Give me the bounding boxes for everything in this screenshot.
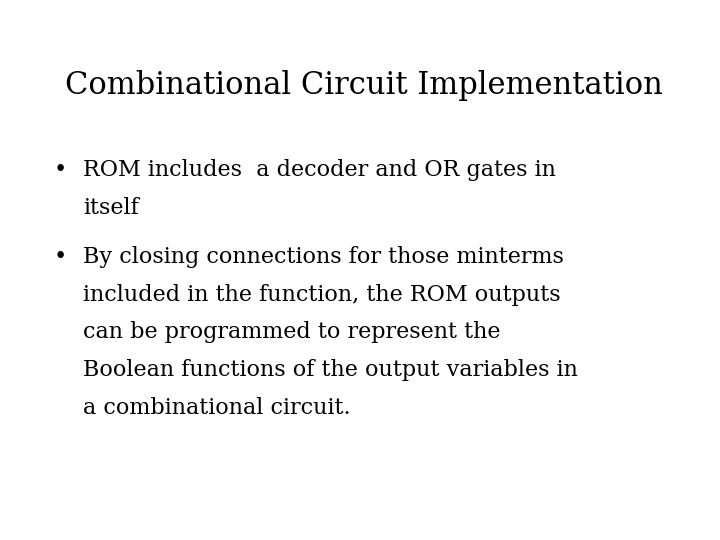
Text: By closing connections for those minterms: By closing connections for those minterm… <box>83 246 564 268</box>
Text: can be programmed to represent the: can be programmed to represent the <box>83 321 500 343</box>
Text: itself: itself <box>83 197 138 219</box>
Text: Boolean functions of the output variables in: Boolean functions of the output variable… <box>83 359 577 381</box>
Text: included in the function, the ROM outputs: included in the function, the ROM output… <box>83 284 560 306</box>
Text: •: • <box>54 246 67 268</box>
Text: •: • <box>54 159 67 181</box>
Text: a combinational circuit.: a combinational circuit. <box>83 397 351 419</box>
Text: Combinational Circuit Implementation: Combinational Circuit Implementation <box>65 70 662 101</box>
Text: ROM includes  a decoder and OR gates in: ROM includes a decoder and OR gates in <box>83 159 556 181</box>
